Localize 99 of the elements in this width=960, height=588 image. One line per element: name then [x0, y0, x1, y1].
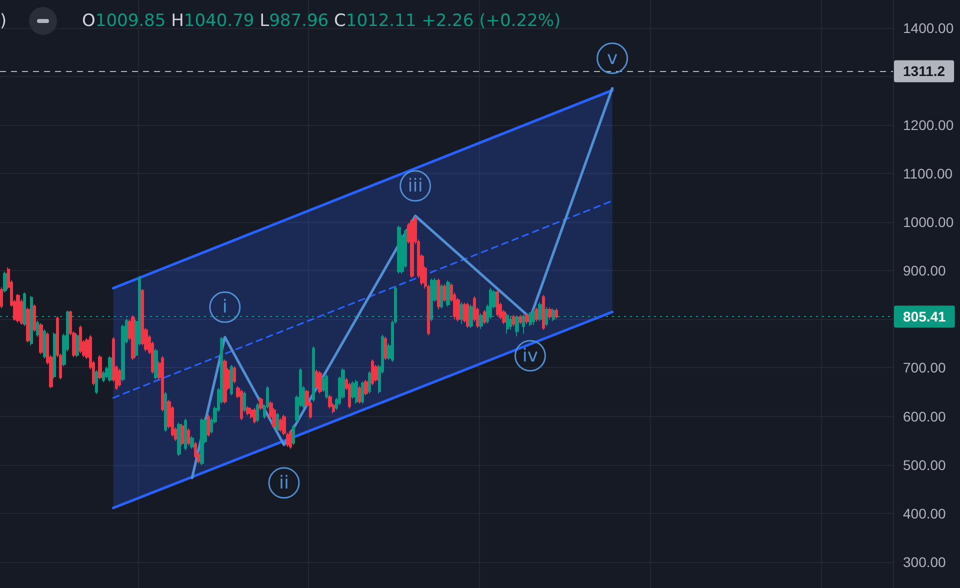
y-tick-label: 500.00	[903, 456, 946, 473]
candlestick	[253, 408, 256, 424]
y-tick-label: 600.00	[903, 408, 946, 424]
candlestick	[26, 307, 30, 344]
candlestick	[16, 294, 20, 324]
data-label: v	[606, 48, 618, 69]
candlestick	[233, 366, 236, 384]
candlestick	[469, 304, 473, 328]
candlestick	[154, 348, 158, 380]
y-tick-label: 400.00	[903, 505, 946, 522]
y-tick-label: 1000.00	[903, 214, 954, 230]
candlestick	[315, 369, 318, 390]
candlestick	[243, 391, 246, 412]
candlestick	[542, 294, 545, 330]
candlestick	[36, 320, 39, 338]
candlestick	[276, 412, 279, 432]
y-tick-label: 900.00	[903, 262, 946, 279]
candlestick	[39, 322, 43, 355]
candlestick	[351, 380, 355, 400]
candlestick	[79, 325, 82, 354]
candlestick	[410, 218, 414, 278]
candlestick	[102, 370, 105, 383]
candlestick	[43, 328, 46, 360]
candlestick	[371, 358, 374, 386]
candlestick	[250, 408, 253, 420]
candlestick	[348, 382, 351, 409]
candlestick	[325, 374, 328, 400]
ref-line-label: 1311.2	[903, 63, 946, 80]
candlestick	[384, 336, 387, 360]
candlestick	[200, 418, 204, 466]
candlestick	[519, 314, 522, 325]
candlestick	[187, 428, 190, 446]
candlestick	[33, 304, 36, 332]
candlestick	[548, 307, 552, 320]
candlestick	[240, 389, 243, 421]
candlestick	[437, 278, 440, 310]
candlestick	[532, 309, 535, 326]
data-label: ii	[278, 472, 289, 494]
candlestick	[177, 422, 181, 457]
candlestick	[496, 290, 499, 317]
candlestick	[466, 302, 469, 328]
candlestick	[545, 306, 548, 327]
candlestick	[555, 308, 558, 320]
candlestick	[95, 370, 98, 394]
candlestick	[292, 424, 295, 446]
candlestick	[30, 295, 33, 346]
text: O1009.85 H1040.79 L987.96 C1012.11 +2.26 (+0.22%)	[82, 11, 561, 31]
candlestick	[279, 418, 282, 432]
candlestick	[207, 414, 210, 438]
data-label: i	[222, 296, 228, 318]
candlestick	[246, 406, 250, 416]
candlestick	[3, 271, 7, 294]
data-label: iv	[522, 345, 538, 366]
candlestick	[355, 379, 358, 404]
candlestick	[289, 429, 292, 450]
candlestick	[0, 286, 3, 309]
candlestick	[230, 364, 233, 396]
candlestick	[98, 354, 102, 380]
candlestick	[184, 418, 187, 451]
candlestick	[479, 312, 483, 330]
candlestick	[161, 356, 164, 412]
y-tick-label: 700.00	[903, 360, 946, 376]
candlestick	[164, 392, 167, 432]
candlestick	[256, 402, 259, 423]
candlestick	[23, 292, 26, 327]
candlestick	[312, 346, 315, 402]
candlestick	[483, 310, 486, 325]
candlestick	[538, 302, 542, 322]
candlestick	[460, 302, 463, 325]
candlestick	[440, 284, 443, 310]
candlestick	[397, 225, 401, 274]
annotation: )	[0, 10, 7, 33]
candlestick	[259, 396, 263, 410]
candlestick	[223, 358, 227, 404]
candlestick	[512, 314, 515, 328]
candlestick	[181, 424, 184, 446]
data-label: iii	[408, 175, 423, 196]
candlestick	[318, 370, 322, 394]
candlestick	[552, 308, 555, 322]
ref-line-label: 805.41	[903, 308, 946, 325]
candlestick	[522, 314, 525, 334]
candlestick	[364, 379, 368, 396]
candlestick	[358, 386, 361, 404]
y-tick-label: 1100.00	[903, 166, 953, 182]
y-tick-label: 1200.00	[903, 117, 954, 134]
candlestick	[131, 314, 135, 360]
candlestick	[535, 307, 538, 322]
candlestick	[525, 312, 529, 325]
candlestick	[529, 311, 532, 327]
candlestick	[361, 380, 364, 404]
candlestick	[118, 368, 121, 388]
y-tick-label: 1400.00	[903, 20, 954, 36]
candlestick	[446, 280, 450, 308]
y-tick-label: 300.00	[903, 554, 946, 570]
candlestick	[108, 356, 112, 382]
candlestick	[190, 436, 194, 450]
candlestick	[368, 370, 371, 394]
candlestick	[53, 332, 56, 379]
candlestick	[76, 333, 79, 358]
